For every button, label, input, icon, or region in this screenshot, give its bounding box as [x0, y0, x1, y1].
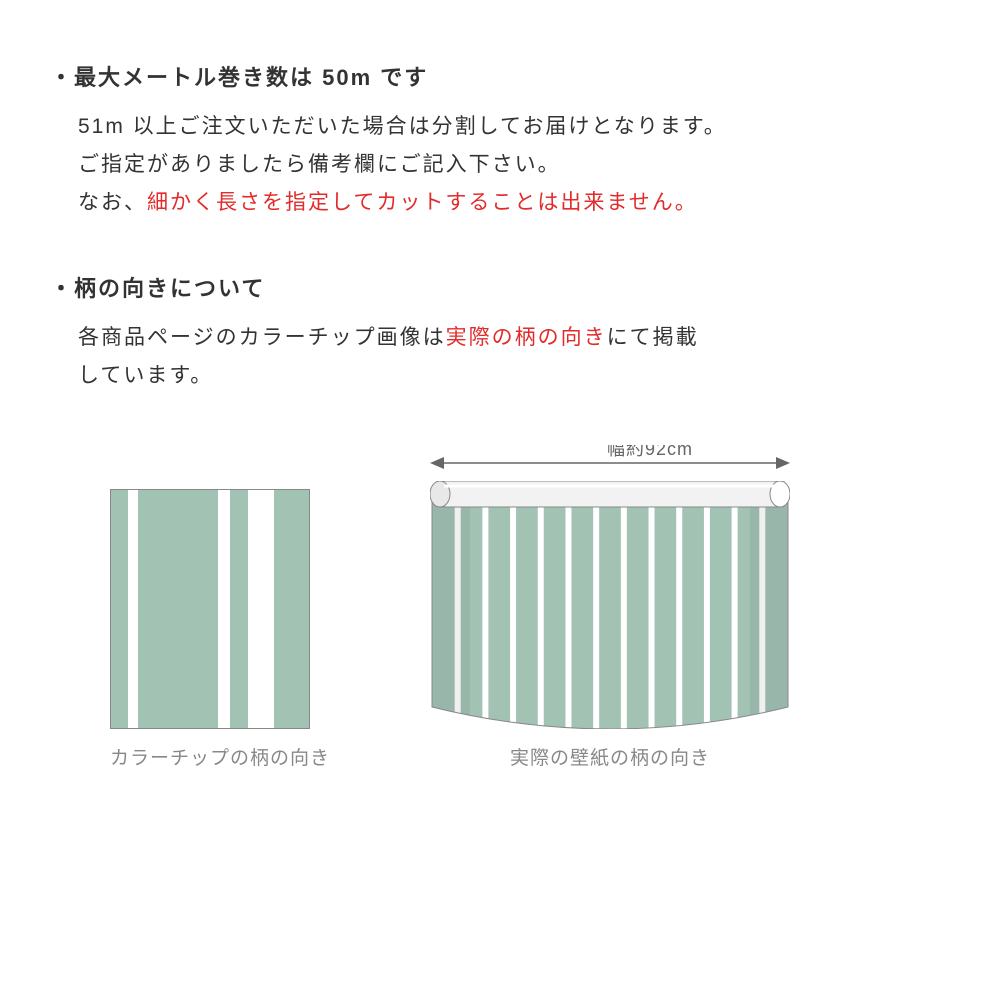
body-pattern-direction: 各商品ページのカラーチップ画像は実際の柄の向きにて掲載 しています。: [50, 319, 950, 395]
width-indicator: 幅約92cm: [430, 445, 790, 473]
section-pattern-direction: ・柄の向きについて 各商品ページのカラーチップ画像は実際の柄の向きにて掲載 して…: [50, 271, 950, 395]
diagrams-row: カラーチップの柄の向き 幅約92cm 実際の壁紙の柄の向き: [50, 445, 950, 770]
line: ご指定がありましたら備考欄にご記入下さい。: [78, 146, 950, 184]
highlight-text: 実際の柄の向き: [446, 326, 607, 349]
diagram-wallpaper-roll: 幅約92cm 実際の壁紙の柄の向き: [430, 445, 790, 770]
body-max-length: 51m 以上ご注文いただいた場合は分割してお届けとなります。 ご指定がありました…: [50, 108, 950, 221]
line: しています。: [78, 357, 950, 395]
text: 各商品ページのカラーチップ画像は: [78, 326, 446, 349]
text: にて掲載: [607, 326, 699, 349]
chip-illustration: [110, 489, 310, 729]
section-max-length: ・最大メートル巻き数は 50m です 51m 以上ご注文いただいた場合は分割して…: [50, 60, 950, 221]
heading-pattern-direction: ・柄の向きについて: [50, 271, 950, 303]
line: なお、細かく長さを指定してカットすることは出来ません。: [78, 184, 950, 222]
diagram-color-chip: カラーチップの柄の向き: [110, 489, 330, 770]
line: 51m 以上ご注文いただいた場合は分割してお届けとなります。: [78, 108, 950, 146]
text: なお、: [78, 191, 147, 214]
width-arrow-icon: 幅約92cm: [430, 445, 790, 473]
svg-text:幅約92cm: 幅約92cm: [607, 445, 693, 459]
roll-caption: 実際の壁紙の柄の向き: [430, 743, 790, 770]
roll-illustration: [430, 481, 790, 729]
warning-text: 細かく長さを指定してカットすることは出来ません。: [147, 191, 698, 214]
chip-caption: カラーチップの柄の向き: [110, 743, 330, 770]
line: 各商品ページのカラーチップ画像は実際の柄の向きにて掲載: [78, 319, 950, 357]
heading-max-length: ・最大メートル巻き数は 50m です: [50, 60, 950, 92]
